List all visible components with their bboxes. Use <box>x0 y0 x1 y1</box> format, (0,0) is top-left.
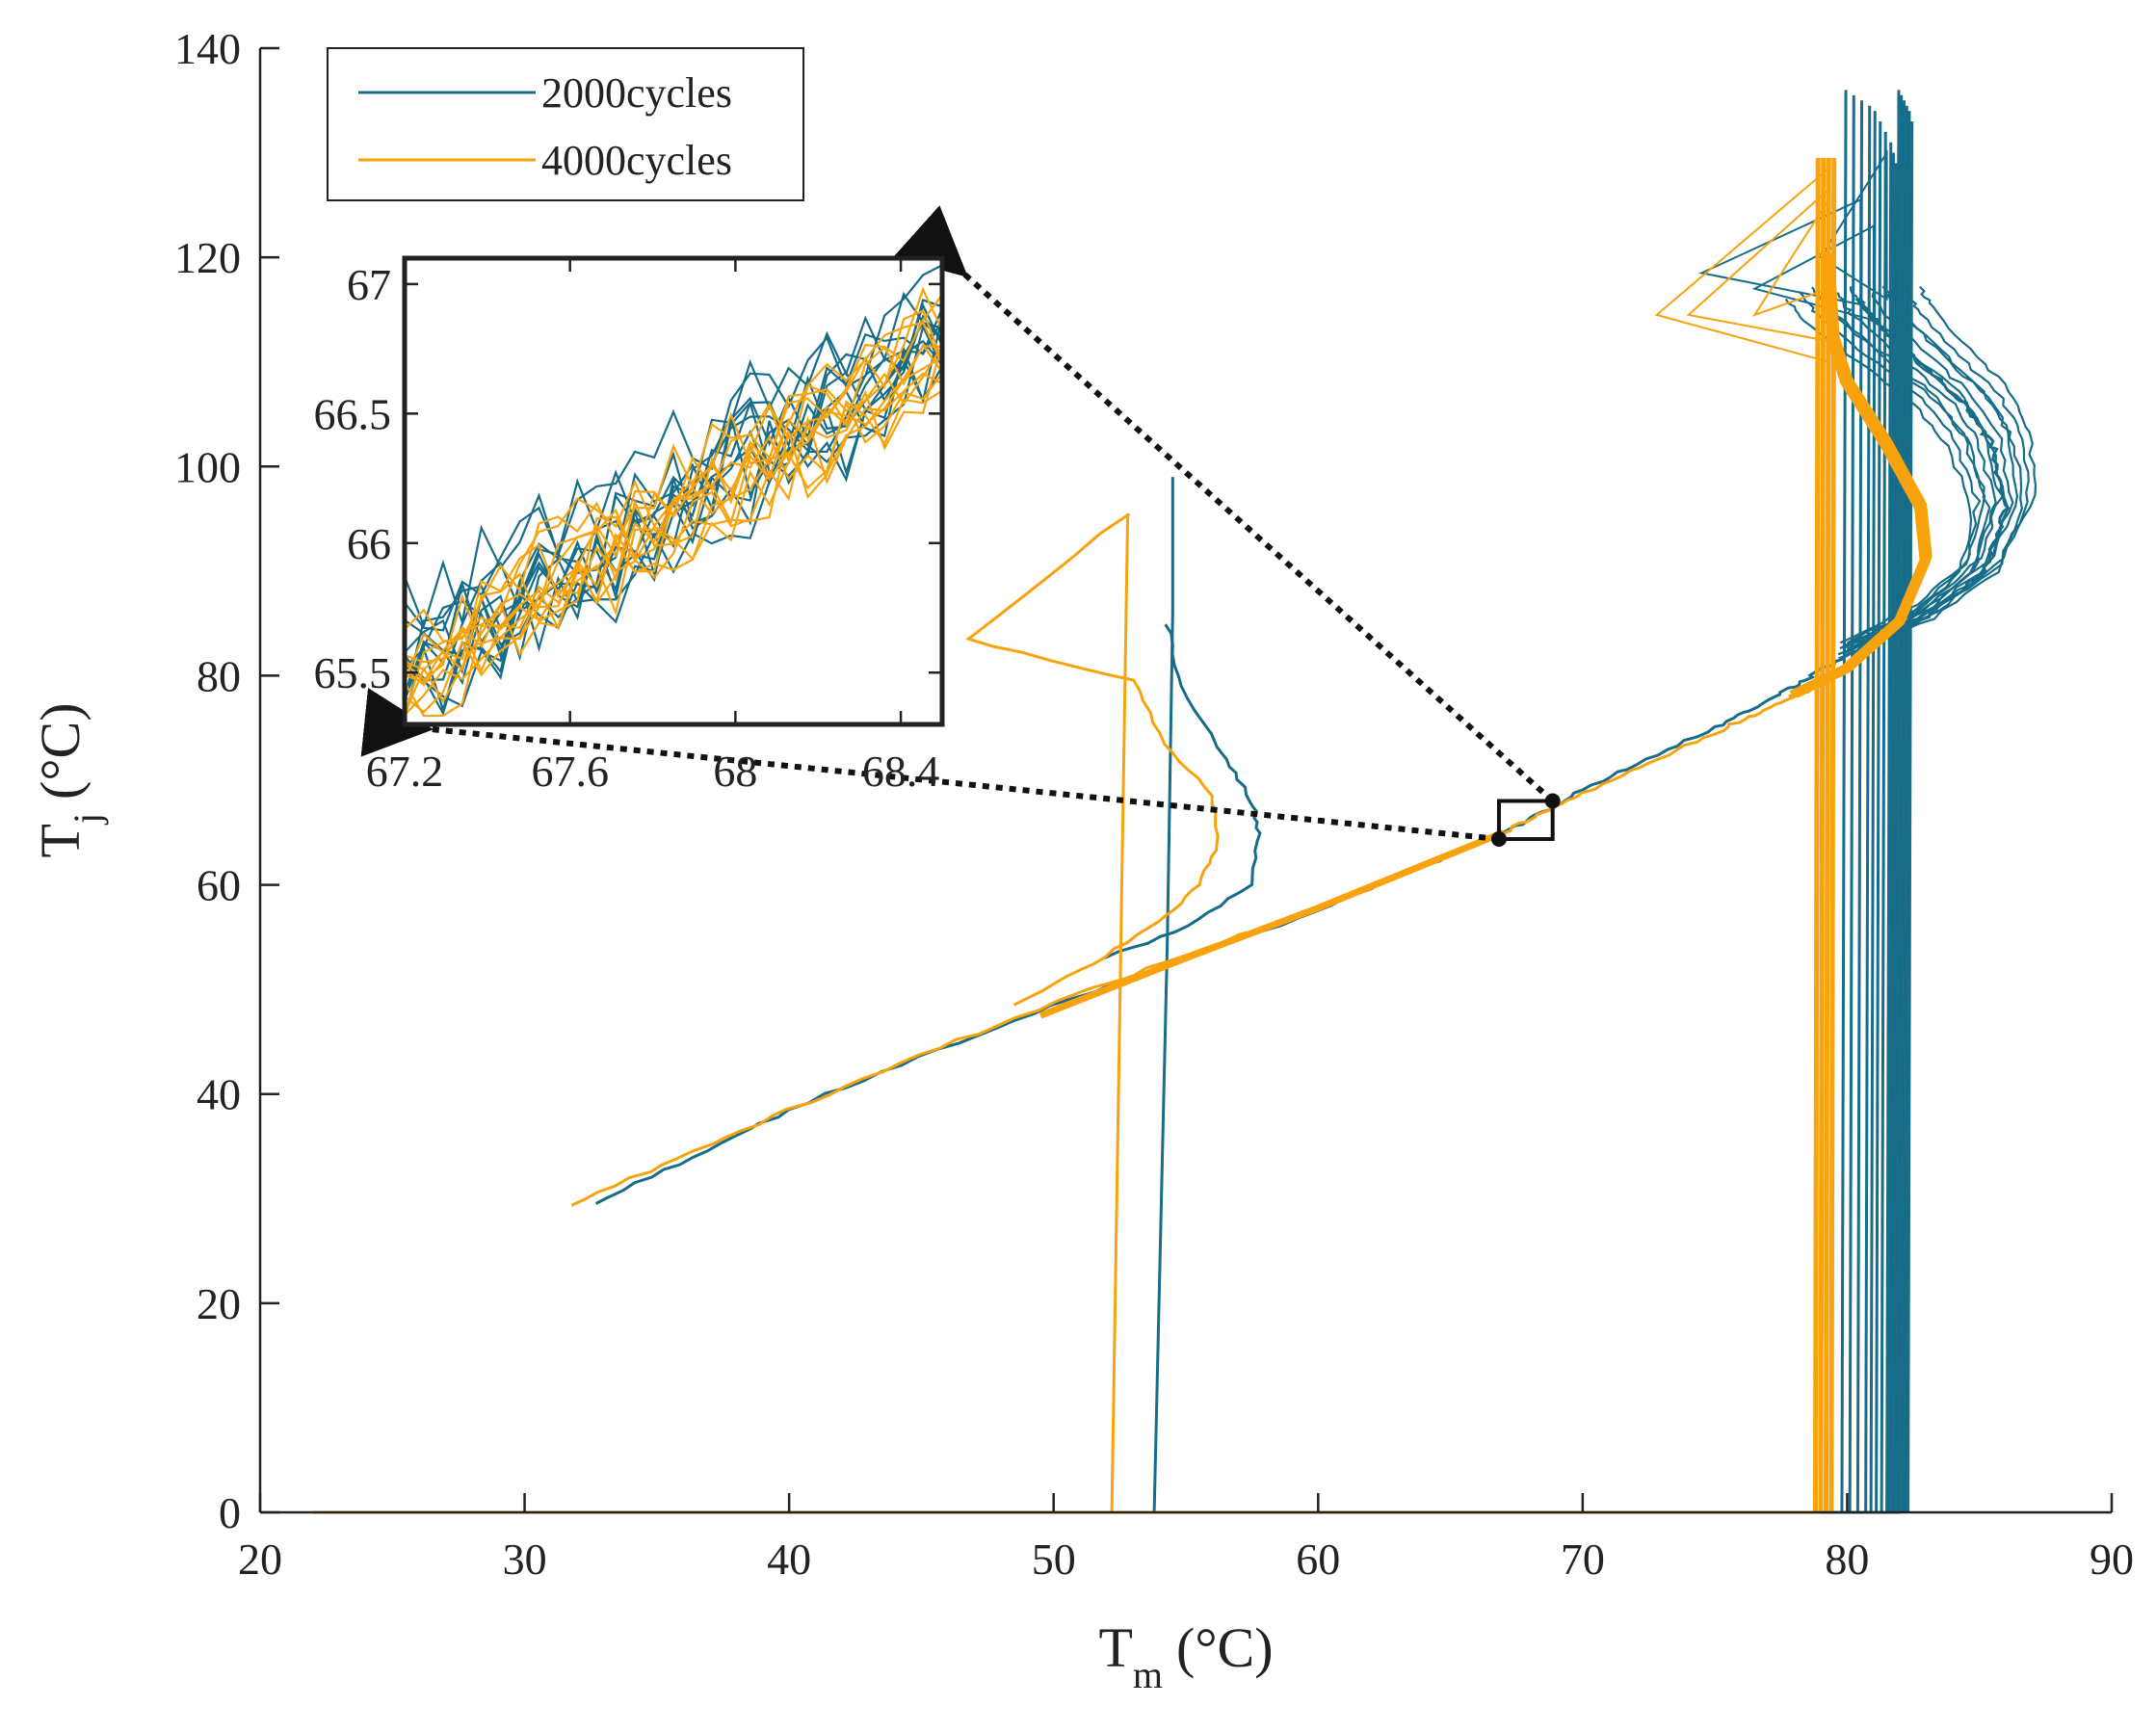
series-4000cycles-vertical <box>1828 157 1837 1513</box>
series-4000cycles-thick-segment <box>1039 829 1505 1019</box>
zoom-indicator <box>360 205 1561 848</box>
inset-x-tick-label: 68.4 <box>862 747 940 796</box>
x-axis-title-base: T <box>1098 1616 1132 1679</box>
series-4000cycles-vertical <box>1818 157 1827 1513</box>
series-4000cycles-loop <box>1797 252 1933 695</box>
inset-y-tick-label: 66 <box>347 519 391 568</box>
y-tick-label: 40 <box>197 1070 241 1119</box>
series-2000cycles-vertical <box>1855 100 1864 1513</box>
inset-x-tick-label: 68 <box>713 747 757 796</box>
x-tick-label: 70 <box>1561 1535 1605 1584</box>
legend-label-4000cycles: 4000cycles <box>541 137 732 184</box>
series-2000cycles-vertical <box>1901 105 1908 1513</box>
series-2000cycles-loop <box>1846 299 2010 656</box>
x-tick-label: 80 <box>1825 1535 1869 1584</box>
series-2000cycles-loop <box>1836 292 1997 650</box>
legend: 2000cycles 4000cycles <box>327 47 804 201</box>
series-2000cycles-bulge-low <box>1103 623 1262 959</box>
series-2000cycles-loop <box>1851 298 2024 657</box>
series-2000cycles-vertical <box>1864 105 1872 1513</box>
series-2000cycles-vertical <box>1896 94 1904 1513</box>
series-2000cycles-vertical <box>1906 120 1914 1513</box>
y-tick-label: 140 <box>174 24 241 73</box>
series-2000cycles-loop <box>1851 285 2038 643</box>
inset-x-tick-label: 67.2 <box>366 747 444 796</box>
series-4000cycles-triangle-low <box>965 512 1220 1007</box>
y-axis-title-unit: (°C) <box>29 702 92 800</box>
x-tick-label: 20 <box>238 1535 282 1584</box>
inset-x-tick-label: 67.6 <box>531 747 609 796</box>
inset-series-2000cycles <box>405 302 942 697</box>
series-2000cycles-vertical <box>1840 90 1848 1513</box>
series-2000cycles-vertical <box>1880 131 1887 1513</box>
series-2000cycles-vertical <box>1887 152 1895 1513</box>
series-2000cycles-vertical <box>1869 111 1877 1513</box>
series-2000cycles-vertical <box>1885 142 1893 1513</box>
series-2000cycles-vertical <box>1890 163 1898 1513</box>
series-2000cycles-loop <box>1853 291 2030 650</box>
x-axis-title-unit: (°C) <box>1176 1616 1274 1679</box>
zoom-arrow-bottom <box>360 688 1500 843</box>
x-axis-title: Tm (°C) <box>1098 1616 1273 1696</box>
legend-box <box>327 47 804 201</box>
inset-y-tick-label: 66.5 <box>314 389 392 438</box>
y-tick-label: 60 <box>197 861 241 910</box>
y-tick-label: 80 <box>197 651 241 700</box>
inset-series-4000cycles <box>405 343 942 682</box>
inset-y-tick-label: 65.5 <box>314 648 392 697</box>
series-4000cycles-vertical <box>1812 157 1821 1513</box>
inset-chart: 67.2 67.6 68 68.4 65.5 66 66.5 67 <box>314 255 945 796</box>
x-tick-label: 60 <box>1296 1535 1340 1584</box>
series-2000cycles-triangle <box>1751 223 1875 322</box>
zoom-box <box>1496 799 1555 842</box>
y-tick-label: 100 <box>174 442 241 491</box>
series-2000cycles-vertical <box>1904 111 1911 1513</box>
series-2000cycles-spike-low <box>1152 477 1174 1513</box>
inset-series-4000cycles <box>405 372 942 714</box>
x-tick-label: 90 <box>2090 1535 2134 1584</box>
series-4000cycles-spike-low <box>1110 513 1130 1513</box>
x-tick-label: 50 <box>1032 1535 1076 1584</box>
zoom-arrow-top <box>893 205 1555 803</box>
inset-series-4000cycles <box>405 294 942 643</box>
y-axis-title-sub: j <box>66 813 109 826</box>
y-tick-label: 0 <box>219 1488 241 1537</box>
inset-series-2000cycles <box>405 314 942 675</box>
inset-y-tick-label: 67 <box>347 260 391 309</box>
x-axis-title-sub: m <box>1133 1653 1163 1696</box>
y-tick-label: 20 <box>197 1279 241 1328</box>
inset-plot-area <box>405 264 942 720</box>
inset-series-4000cycles <box>405 345 942 687</box>
series-2000cycles <box>312 90 2038 1514</box>
series-2000cycles-vertical <box>1898 100 1906 1513</box>
inset-series-2000cycles <box>405 357 942 720</box>
inset-series-4000cycles <box>405 345 942 684</box>
series-2000cycles-vertical <box>1875 120 1882 1513</box>
x-tick-label: 40 <box>767 1535 811 1584</box>
series-2000cycles-triangle <box>1819 149 1888 302</box>
x-tick-label: 30 <box>503 1535 547 1584</box>
series-2000cycles-triangle <box>1698 197 1862 306</box>
series-4000cycles-vertical <box>1823 157 1831 1513</box>
y-tick-label: 120 <box>174 233 241 282</box>
inset-frame <box>402 255 945 727</box>
y-axis-title: Tj (°C) <box>29 702 109 857</box>
legend-label-2000cycles: 2000cycles <box>541 69 732 117</box>
series-2000cycles-vertical <box>1848 94 1855 1513</box>
series-2000cycles-vertical <box>1893 90 1901 1513</box>
y-axis-title-base: T <box>29 824 92 857</box>
